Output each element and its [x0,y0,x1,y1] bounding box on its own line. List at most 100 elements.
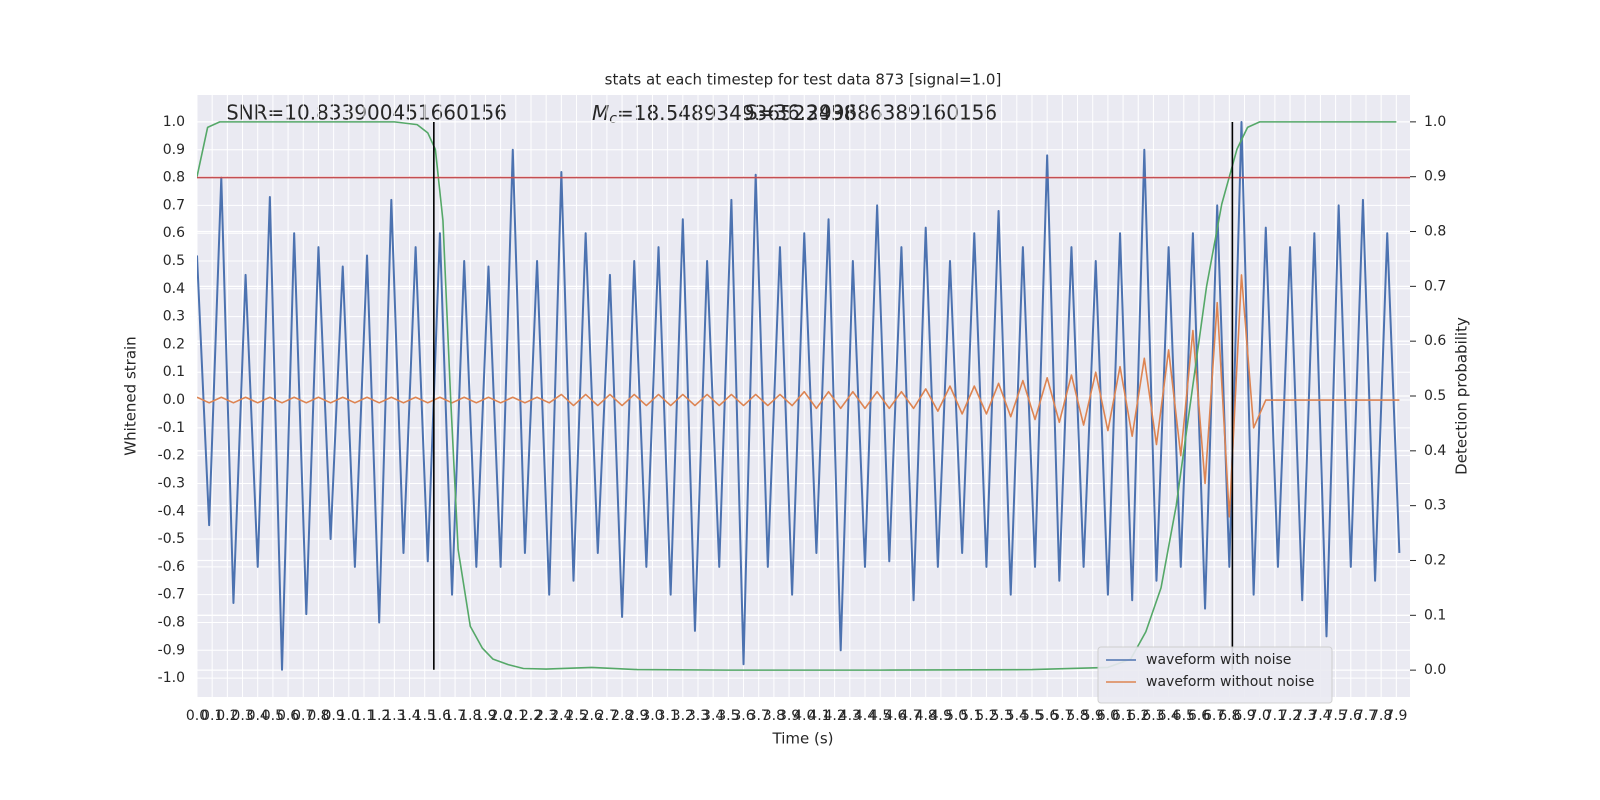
y-tick-label: 0.8 [163,170,185,186]
y-tick-label: -0.5 [158,531,185,547]
y-tick-label: -0.4 [158,503,185,519]
x-axis-label: Time (s) [772,730,834,748]
y2-tick-label: 0.0 [1424,662,1446,678]
x-tick-label: 4.5 [869,708,891,724]
x-tick-label: 2.8 [611,708,633,724]
x-tick-label: 7.8 [1370,708,1392,724]
legend-box [1097,646,1333,704]
x-tick-label: 4.2 [823,708,845,724]
y-tick-label: 0.7 [163,197,185,213]
y-tick-label: 0.2 [163,336,185,352]
chart-title: stats at each timestep for test data 873… [605,71,1002,89]
x-tick-label: 6.5 [1173,708,1195,724]
x-tick-label: 3.7 [748,708,770,724]
x-tick-label: 4.8 [915,708,937,724]
y2-tick-label: 1.0 [1424,114,1446,130]
y-tick-label: 0.5 [163,253,185,269]
x-tick-label: 3.4 [702,708,724,724]
x-tick-label: 3.0 [641,708,663,724]
y-tick-label: 0.0 [163,392,185,408]
x-tick-label: 7.1 [1264,708,1286,724]
x-tick-label: 4.4 [854,708,876,724]
x-tick-label: 7.5 [1324,708,1346,724]
x-tick-label: 7.3 [1294,708,1316,724]
y-tick-label: -0.9 [158,642,185,658]
x-tick-label: 5.4 [1006,708,1028,724]
y2-tick-label: 0.8 [1424,224,1446,240]
annotation-subscript: c [609,111,617,127]
x-tick-label: 5.9 [1082,708,1104,724]
x-tick-label: 4.3 [839,708,861,724]
y-tick-label: -0.7 [158,587,185,603]
y-tick-label: 1.0 [163,114,185,130]
x-tick-label: 1.5 [414,708,436,724]
y-tick-label: 0.4 [163,281,185,297]
y-tick-label: -0.1 [158,420,185,436]
x-tick-label: 1.6 [429,708,451,724]
y-tick-label: 0.1 [163,364,185,380]
x-tick-label: 6.3 [1142,708,1164,724]
legend-label: waveform with noise [1146,652,1291,668]
x-tick-label: 0.3 [231,708,253,724]
x-tick-label: 5.3 [990,708,1012,724]
x-tick-label: 1.7 [444,708,466,724]
y2-tick-label: 0.6 [1424,333,1446,349]
x-tick-label: 0.8 [307,708,329,724]
annotation-value: =18.548934936523438 [617,101,856,125]
annotation: S=36.299686389160156 [745,101,997,125]
y-tick-label: 0.3 [163,309,185,325]
x-tick-label: 2.1 [505,708,527,724]
y-tick-label: -1.0 [158,670,185,686]
x-tick-label: 3.3 [687,708,709,724]
series-line [197,120,1401,671]
series-line [197,274,1400,518]
x-tick-label: 3.6 [732,708,754,724]
x-tick-label: 3.2 [672,708,694,724]
x-tick-label: 5.7 [1051,708,1073,724]
y2-tick-label: 0.5 [1424,388,1446,404]
x-tick-label: 6.7 [1203,708,1225,724]
x-tick-label: 7.6 [1340,708,1362,724]
x-tick-label: 6.6 [1188,708,1210,724]
x-tick-label: 2.3 [535,708,557,724]
y-axis-label: Whitened strain [122,336,140,455]
y-tick-label: -0.3 [158,475,185,491]
x-tick-label: 5.0 [945,708,967,724]
y-tick-label: 0.9 [163,142,185,158]
x-tick-label: 1.8 [459,708,481,724]
x-tick-label: 1.4 [398,708,420,724]
x-tick-label: 6.9 [1233,708,1255,724]
x-tick-label: 6.8 [1218,708,1240,724]
y2-tick-label: 0.3 [1424,498,1446,514]
x-tick-label: 6.1 [1112,708,1134,724]
x-tick-label: 7.9 [1385,708,1407,724]
y-tick-label: -0.8 [158,614,185,630]
y-tick-label: -0.6 [158,559,185,575]
series-line [197,121,1397,671]
y2-tick-label: 0.1 [1424,607,1446,623]
x-tick-label: 6.2 [1127,708,1149,724]
x-tick-label: 7.4 [1309,708,1331,724]
x-tick-label: 3.5 [717,708,739,724]
x-tick-label: 1.2 [368,708,390,724]
y2-tick-label: 0.9 [1424,169,1446,185]
x-tick-label: 4.1 [808,708,830,724]
x-tick-label: 1.1 [353,708,375,724]
y-tick-label: -0.2 [158,448,185,464]
x-tick-label: 0.0 [186,708,208,724]
x-tick-label: 3.9 [778,708,800,724]
x-tick-label: 5.2 [975,708,997,724]
x-tick-label: 2.7 [596,708,618,724]
y2-tick-label: 0.2 [1424,552,1446,568]
x-tick-label: 3.8 [763,708,785,724]
x-tick-label: 4.9 [930,708,952,724]
y2-tick-label: 0.7 [1424,278,1446,294]
y2-tick-label: 0.4 [1424,443,1446,459]
x-tick-label: 0.5 [262,708,284,724]
x-tick-label: 7.2 [1279,708,1301,724]
annotation: Mc=18.548934936523438 [592,101,856,128]
x-tick-label: 2.0 [489,708,511,724]
x-tick-label: 6.0 [1097,708,1119,724]
x-tick-label: 7.0 [1249,708,1271,724]
